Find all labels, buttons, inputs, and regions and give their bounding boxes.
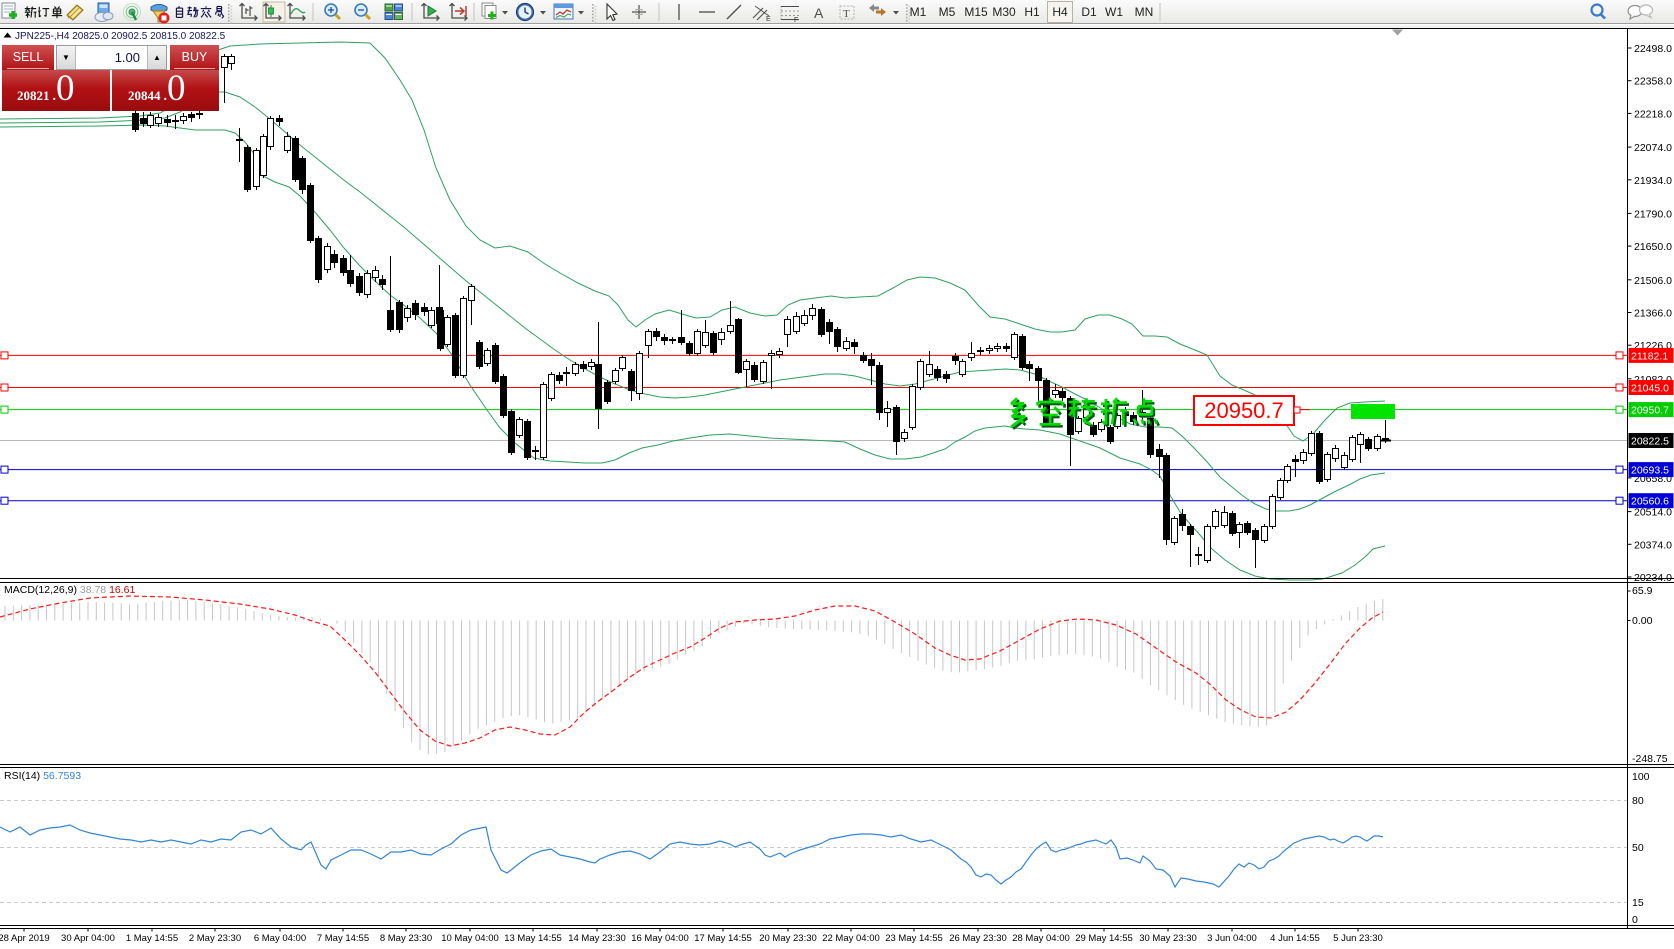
svg-text:14 May 23:30: 14 May 23:30 (568, 933, 626, 944)
svg-text:M5: M5 (939, 5, 956, 19)
svg-text:W1: W1 (1105, 5, 1123, 19)
svg-text:0.00: 0.00 (1632, 615, 1653, 627)
svg-text:13 May 14:55: 13 May 14:55 (504, 933, 562, 944)
svg-text:1 May 14:55: 1 May 14:55 (126, 933, 178, 944)
svg-text:D1: D1 (1081, 5, 1097, 19)
svg-text:20560.6: 20560.6 (1631, 496, 1669, 508)
svg-text:21366.0: 21366.0 (1634, 308, 1672, 320)
svg-text:8 May 23:30: 8 May 23:30 (380, 933, 432, 944)
svg-text:2 May 23:30: 2 May 23:30 (189, 933, 241, 944)
svg-text:30 Apr 04:00: 30 Apr 04:00 (61, 933, 115, 944)
svg-text:20 May 23:30: 20 May 23:30 (759, 933, 817, 944)
svg-text:F: F (794, 17, 798, 24)
svg-text:100: 100 (1632, 771, 1650, 783)
svg-text:21934.0: 21934.0 (1634, 175, 1672, 187)
svg-text:29 May 14:55: 29 May 14:55 (1075, 933, 1133, 944)
svg-text:26 May 23:30: 26 May 23:30 (949, 933, 1007, 944)
svg-text:21790.0: 21790.0 (1634, 208, 1672, 220)
svg-text:0: 0 (1632, 914, 1638, 926)
svg-text:H1: H1 (1024, 5, 1040, 19)
svg-text:5 Jun 23:30: 5 Jun 23:30 (1333, 933, 1383, 944)
svg-text:22 May 04:00: 22 May 04:00 (822, 933, 880, 944)
svg-text:RSI(14) 56.7593: RSI(14) 56.7593 (4, 770, 81, 782)
svg-text:21506.0: 21506.0 (1634, 275, 1672, 287)
svg-text:6 May 04:00: 6 May 04:00 (254, 933, 306, 944)
svg-text:M30: M30 (992, 5, 1016, 19)
svg-text:20514.0: 20514.0 (1634, 507, 1672, 519)
svg-text:20950.7: 20950.7 (1631, 405, 1669, 417)
svg-text:3 Jun 04:00: 3 Jun 04:00 (1207, 933, 1257, 944)
svg-text:MN: MN (1135, 5, 1154, 19)
svg-text:T: T (843, 8, 850, 20)
svg-text:22074.0: 22074.0 (1634, 142, 1672, 154)
svg-text:21045.0: 21045.0 (1631, 383, 1669, 395)
svg-text:16 May 04:00: 16 May 04:00 (631, 933, 689, 944)
svg-text:30 May 23:30: 30 May 23:30 (1139, 933, 1197, 944)
svg-text:65.9: 65.9 (1632, 585, 1653, 597)
svg-text:JPN225-,H4 20825.0 20902.5 20: JPN225-,H4 20825.0 20902.5 20815.0 20822… (15, 31, 226, 42)
svg-text:20950.7: 20950.7 (1204, 398, 1284, 423)
svg-text:M1: M1 (910, 5, 927, 19)
svg-text:50: 50 (1632, 842, 1644, 854)
svg-text:20822.5: 20822.5 (1631, 436, 1669, 448)
svg-text:17 May 14:55: 17 May 14:55 (694, 933, 752, 944)
svg-text:15: 15 (1632, 897, 1644, 909)
svg-text:4 Jun 14:55: 4 Jun 14:55 (1270, 933, 1320, 944)
svg-text:-248.75: -248.75 (1632, 753, 1668, 765)
svg-text:A: A (814, 5, 824, 21)
svg-text:20374.0: 20374.0 (1634, 539, 1672, 551)
svg-text:20234.0: 20234.0 (1634, 572, 1672, 584)
svg-text:H4: H4 (1052, 5, 1068, 19)
svg-text:22498.0: 22498.0 (1634, 43, 1672, 55)
svg-text:28 Apr 2019: 28 Apr 2019 (0, 933, 50, 944)
svg-text:22358.0: 22358.0 (1634, 76, 1672, 88)
svg-text:21650.0: 21650.0 (1634, 241, 1672, 253)
svg-text:E: E (766, 16, 771, 23)
svg-text:MACD(12,26,9) 38.78 16.61: MACD(12,26,9) 38.78 16.61 (4, 584, 135, 596)
svg-text:20693.5: 20693.5 (1631, 465, 1669, 477)
svg-text:7 May 14:55: 7 May 14:55 (317, 933, 369, 944)
svg-text:23 May 14:55: 23 May 14:55 (885, 933, 943, 944)
svg-text:M15: M15 (964, 5, 988, 19)
svg-text:22218.0: 22218.0 (1634, 108, 1672, 120)
svg-text:28 May 04:00: 28 May 04:00 (1012, 933, 1070, 944)
svg-text:21182.1: 21182.1 (1631, 350, 1668, 362)
svg-text:10 May 04:00: 10 May 04:00 (441, 933, 499, 944)
svg-text:80: 80 (1632, 795, 1644, 807)
